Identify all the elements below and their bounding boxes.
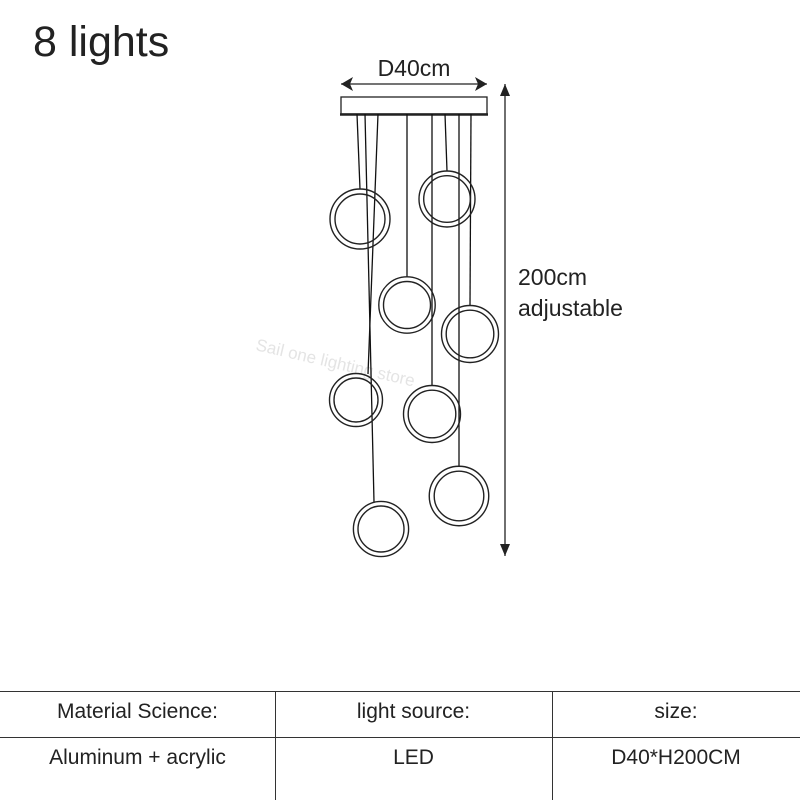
svg-text:adjustable: adjustable — [518, 295, 623, 321]
svg-text:D40cm: D40cm — [378, 55, 451, 81]
svg-text:200cm: 200cm — [518, 264, 587, 290]
svg-text:Sail one lighting store: Sail one lighting store — [254, 335, 417, 390]
